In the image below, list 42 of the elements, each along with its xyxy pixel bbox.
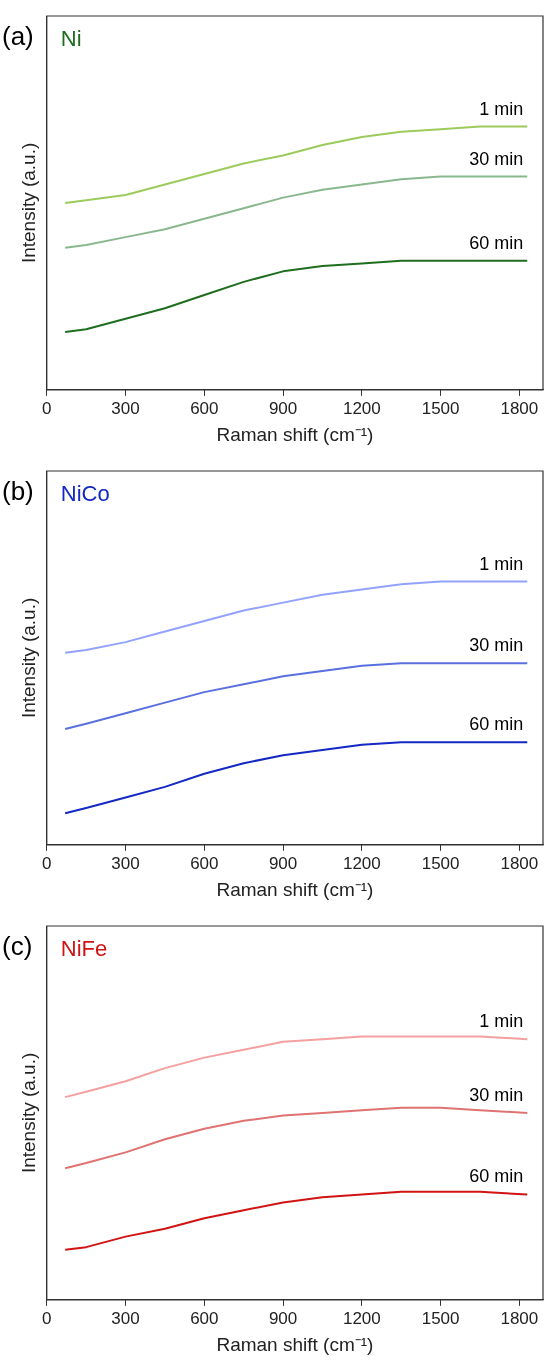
x-axis-title: Raman shift (cm⁻¹) (216, 1333, 374, 1355)
series-label: 60 min (469, 714, 524, 735)
x-tick-label: 300 (111, 398, 140, 418)
chart-title: NiCo (60, 481, 110, 507)
series-label: 30 min (469, 635, 524, 656)
series-label: 1 min (479, 98, 524, 119)
x-tick-label: 600 (190, 853, 219, 873)
x-tick-label: 900 (268, 1308, 298, 1328)
x-tick-label: 900 (268, 398, 298, 418)
text: (c) (2, 931, 33, 962)
x-tick-label: 1500 (421, 398, 460, 418)
chart-title: Ni (60, 26, 82, 52)
x-tick-label: 0 (42, 398, 52, 418)
x-tick-label: 300 (111, 1308, 140, 1328)
y-axis-title: Intensity (a.u.) (17, 1052, 39, 1174)
series-label: 30 min (469, 1084, 524, 1105)
x-tick-label: 600 (190, 398, 219, 418)
x-tick-label: 900 (268, 853, 298, 873)
x-tick-label: 600 (190, 1308, 219, 1328)
x-tick-label: 300 (111, 853, 140, 873)
x-tick-label: 1500 (421, 853, 460, 873)
text: (a) (2, 21, 34, 52)
series-label: 60 min (469, 1166, 524, 1187)
x-tick-label: 1800 (500, 398, 539, 418)
text: (b) (2, 476, 34, 507)
series-label: 1 min (479, 1011, 524, 1032)
series-label: 1 min (479, 553, 524, 574)
x-axis-title: Raman shift (cm⁻¹) (216, 423, 374, 445)
x-tick-label: 1500 (421, 1308, 460, 1328)
y-axis-title: Intensity (a.u.) (17, 142, 39, 264)
x-tick-label: 0 (42, 1308, 52, 1328)
x-tick-label: 1200 (342, 1308, 381, 1328)
series-label: 60 min (469, 232, 524, 253)
series-label: 30 min (469, 148, 524, 169)
x-axis-title: Raman shift (cm⁻¹) (216, 878, 374, 900)
x-tick-label: 0 (42, 853, 52, 873)
chart-title: NiFe (60, 936, 108, 962)
y-axis-title: Intensity (a.u.) (17, 597, 39, 719)
x-tick-label: 1200 (342, 853, 381, 873)
x-tick-label: 1800 (500, 853, 539, 873)
x-tick-label: 1200 (342, 398, 381, 418)
x-tick-label: 1800 (500, 1308, 539, 1328)
